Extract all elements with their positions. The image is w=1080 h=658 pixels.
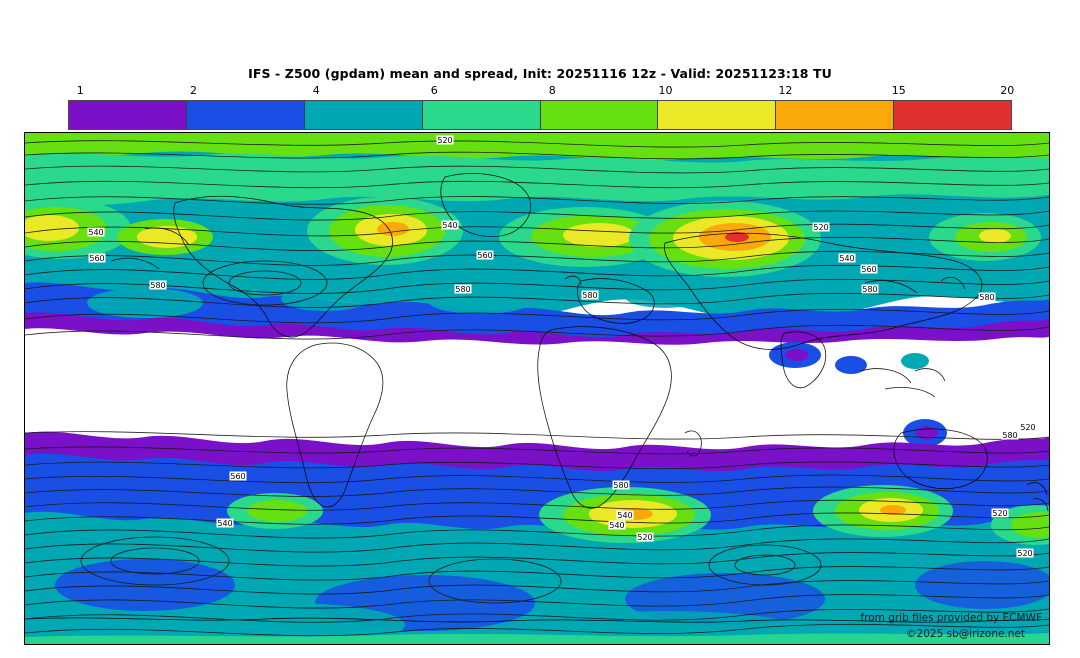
- contour-label-580: 580: [582, 291, 597, 300]
- contour-label-520: 520: [637, 533, 652, 542]
- colorbar-bands: [68, 100, 1012, 130]
- contour-label-520: 520: [992, 509, 1007, 518]
- colorbar-tick-10: 10: [658, 84, 673, 97]
- colorbar-band-1: [69, 101, 187, 129]
- contour-label-520: 520: [437, 136, 452, 145]
- colorbar-band-7: [776, 101, 895, 129]
- colorbar-band-5: [540, 101, 659, 129]
- contour-label-box: [838, 253, 856, 263]
- colorbar-tick-4: 4: [312, 84, 320, 97]
- colorbar-band-2: [186, 101, 305, 129]
- contour-label-580: 580: [862, 285, 877, 294]
- contour-label-box: [88, 253, 106, 263]
- contour-label-540: 540: [88, 228, 103, 237]
- colorbar-band-4: [422, 101, 541, 129]
- contour-label-box: [87, 227, 105, 237]
- nh-polar-green-strip: [25, 133, 1049, 161]
- contour-label-box: [441, 220, 459, 230]
- map-canvas[interactable]: 520 520 540 540 540 560 560 560 580 580 580 580 580 5…: [24, 132, 1050, 645]
- contour-label-box: [612, 480, 630, 490]
- contour-label-box: [1016, 548, 1034, 558]
- contour-label-box: [861, 284, 879, 294]
- contour-label-580: 580: [979, 293, 994, 302]
- contour-label-box: [216, 518, 234, 528]
- colorbar-tick-15: 15: [891, 84, 906, 97]
- contour-label-box: [149, 280, 167, 290]
- colorbar-band-6: [658, 101, 777, 129]
- contour-label-540: 540: [609, 521, 624, 530]
- contour-label-box: [476, 250, 494, 260]
- contour-label-540: 540: [617, 511, 632, 520]
- coastlines: [25, 173, 1049, 623]
- page-title: IFS - Z500 (gpdam) mean and spread, Init…: [248, 66, 832, 81]
- contour-label-box: [454, 284, 472, 294]
- contour-label-520: 520: [1017, 549, 1032, 558]
- contour-label-box: [436, 135, 454, 145]
- contour-label-540: 540: [442, 221, 457, 230]
- colorbar-tick-2: 2: [190, 84, 198, 97]
- contour-label-540: 540: [217, 519, 232, 528]
- contour-label-520: 520: [813, 223, 828, 232]
- contour-label-box: [1001, 430, 1019, 440]
- contour-label-box: [978, 292, 996, 302]
- data-source-credit: from grib files provided by ECMWF: [860, 612, 1042, 624]
- contour-label-580: 580: [455, 285, 470, 294]
- contour-label-box: [1019, 422, 1037, 432]
- colorbar-tick-6: 6: [430, 84, 438, 97]
- contour-label-box: [991, 508, 1009, 518]
- contour-label-box: [860, 264, 878, 274]
- colorbar-tick-8: 8: [548, 84, 556, 97]
- colorbar-band-3: [304, 101, 423, 129]
- colorbar-tick-20: 20: [1000, 84, 1015, 97]
- contour-label-box: [229, 471, 247, 481]
- contour-label-box: [581, 290, 599, 300]
- contour-label-560: 560: [89, 254, 104, 263]
- colorbar-tick-labels: 1 2 4 6 8 10 12 15 20: [68, 84, 1015, 100]
- colorbar: 1 2 4 6 8 10 12 15 20: [68, 84, 1015, 130]
- colorbar-tick-1: 1: [76, 84, 84, 97]
- contour-label-box: [616, 510, 634, 520]
- contour-label-560: 560: [230, 472, 245, 481]
- contour-label-560: 560: [861, 265, 876, 274]
- contour-label-560: 560: [477, 251, 492, 260]
- mean-height-contours: [25, 140, 1049, 637]
- contour-label-520: 520: [1020, 423, 1035, 432]
- colorbar-band-8: [894, 101, 1011, 129]
- contour-label-580: 580: [613, 481, 628, 490]
- copyright-credit: ©2025 sb@irizone.net: [906, 628, 1025, 640]
- contour-label-box: [812, 222, 830, 232]
- contour-label-540: 540: [839, 254, 854, 263]
- colorbar-tick-12: 12: [778, 84, 793, 97]
- contour-label-box: [636, 532, 654, 542]
- contour-label-580: 580: [150, 281, 165, 290]
- contour-label-580: 580: [1002, 431, 1017, 440]
- nh-springgreen-band: [25, 153, 1049, 207]
- contour-label-box: [608, 520, 626, 530]
